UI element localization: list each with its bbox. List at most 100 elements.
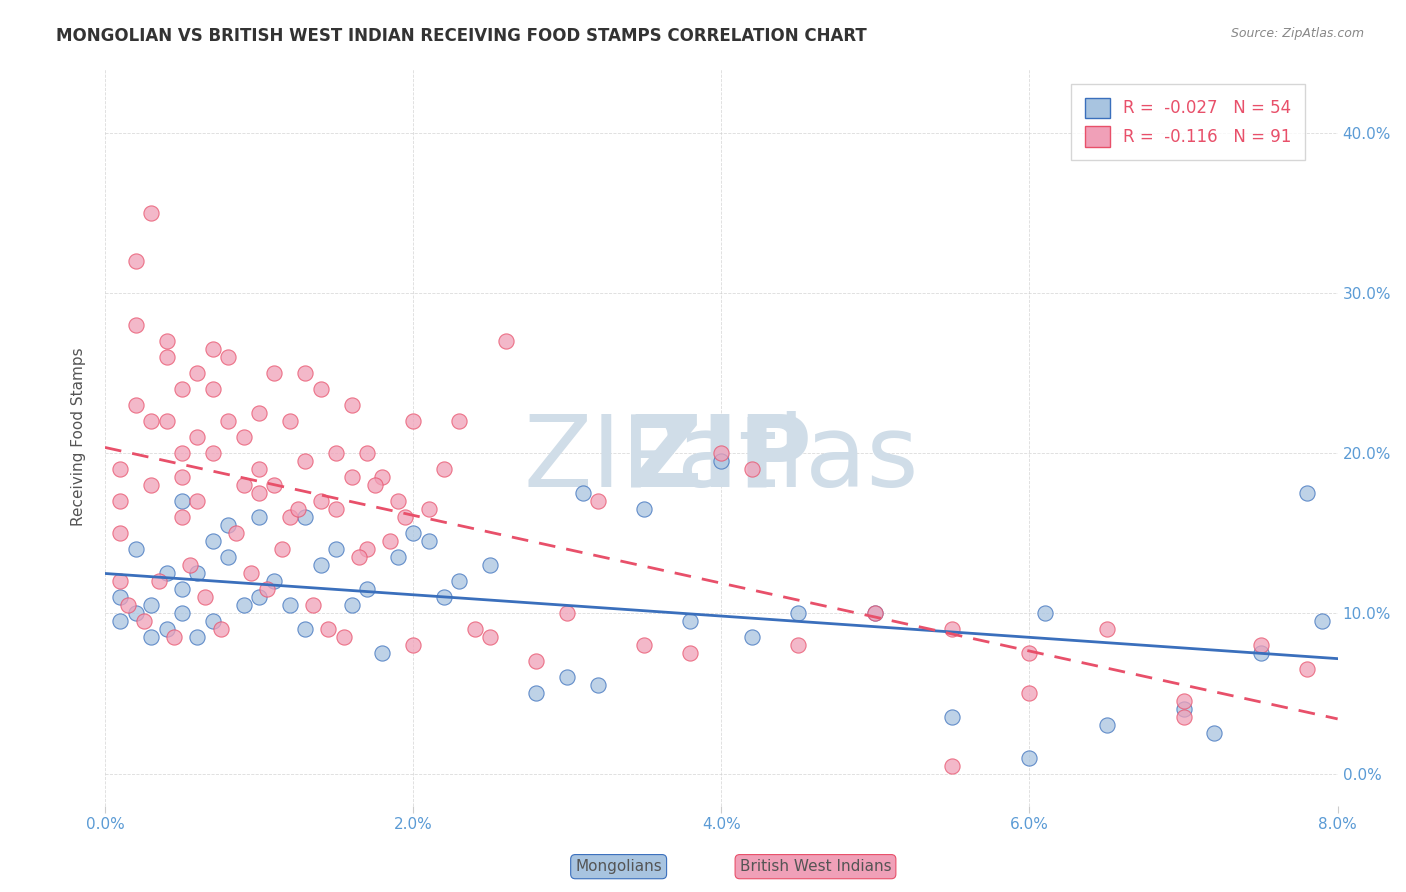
Point [402, 414, 425, 428]
Point [941, 758, 963, 772]
Point [1250, 638, 1272, 652]
Point [156, 623, 179, 637]
Point [170, 470, 193, 484]
Y-axis label: Receiving Food Stamps: Receiving Food Stamps [72, 348, 86, 526]
Point [170, 494, 193, 508]
Point [1173, 694, 1195, 708]
Point [679, 646, 702, 660]
Point [110, 615, 132, 629]
Point [125, 607, 148, 621]
Point [186, 494, 208, 508]
Point [633, 502, 655, 516]
Point [340, 599, 363, 613]
Point [865, 607, 887, 621]
Point [333, 631, 356, 645]
Point [217, 550, 239, 565]
Point [232, 478, 254, 492]
Point [309, 494, 332, 508]
Point [555, 607, 578, 621]
Point [309, 382, 332, 396]
Point [787, 607, 810, 621]
Point [1250, 646, 1272, 660]
Point [179, 558, 201, 573]
Point [217, 518, 239, 533]
Text: MONGOLIAN VS BRITISH WEST INDIAN RECEIVING FOOD STAMPS CORRELATION CHART: MONGOLIAN VS BRITISH WEST INDIAN RECEIVI… [56, 27, 868, 45]
Point [201, 382, 224, 396]
Point [464, 623, 486, 637]
Point [125, 253, 148, 268]
Point [294, 510, 316, 524]
Point [941, 710, 963, 724]
Point [1018, 686, 1040, 700]
Point [741, 631, 763, 645]
Point [110, 526, 132, 541]
Point [170, 382, 193, 396]
Point [247, 462, 270, 476]
Point [633, 638, 655, 652]
Point [125, 318, 148, 332]
Point [148, 574, 170, 589]
Point [526, 654, 548, 668]
Point [309, 558, 332, 573]
Point [526, 686, 548, 700]
Point [363, 478, 385, 492]
Point [278, 510, 301, 524]
Point [387, 550, 409, 565]
Point [865, 607, 887, 621]
Point [1310, 615, 1333, 629]
Point [294, 366, 316, 380]
Point [232, 599, 254, 613]
Point [278, 599, 301, 613]
Point [378, 534, 401, 549]
Point [156, 566, 179, 581]
Point [356, 446, 378, 460]
Point [201, 534, 224, 549]
Point [110, 462, 132, 476]
Point [449, 414, 471, 428]
Point [225, 526, 247, 541]
Point [186, 430, 208, 444]
Legend: R =  -0.027   N = 54, R =  -0.116   N = 91: R = -0.027 N = 54, R = -0.116 N = 91 [1071, 84, 1305, 160]
Point [433, 591, 456, 605]
Point [263, 478, 285, 492]
Point [170, 607, 193, 621]
Point [325, 542, 347, 557]
Point [941, 623, 963, 637]
Point [495, 334, 517, 348]
Point [741, 462, 763, 476]
Point [170, 582, 193, 597]
Point [156, 350, 179, 364]
Point [325, 502, 347, 516]
Point [294, 454, 316, 468]
Point [318, 623, 340, 637]
Point [340, 398, 363, 412]
Point [302, 599, 325, 613]
Point [170, 446, 193, 460]
Point [125, 398, 148, 412]
Point [340, 470, 363, 484]
Point [110, 574, 132, 589]
Point [141, 631, 163, 645]
Point [201, 615, 224, 629]
Point [402, 526, 425, 541]
Point [271, 542, 294, 557]
Point [418, 534, 440, 549]
Point [156, 334, 179, 348]
Point [256, 582, 278, 597]
Point [1173, 702, 1195, 716]
Point [294, 623, 316, 637]
Point [394, 510, 416, 524]
Point [209, 623, 232, 637]
Point [232, 430, 254, 444]
Point [278, 414, 301, 428]
Text: ZIPatlas: ZIPatlas [523, 410, 920, 508]
Point [247, 486, 270, 500]
Point [247, 510, 270, 524]
Point [1018, 750, 1040, 764]
Point [449, 574, 471, 589]
Point [247, 406, 270, 420]
Point [263, 366, 285, 380]
Point [1204, 726, 1226, 740]
Point [571, 486, 593, 500]
Point [586, 494, 609, 508]
